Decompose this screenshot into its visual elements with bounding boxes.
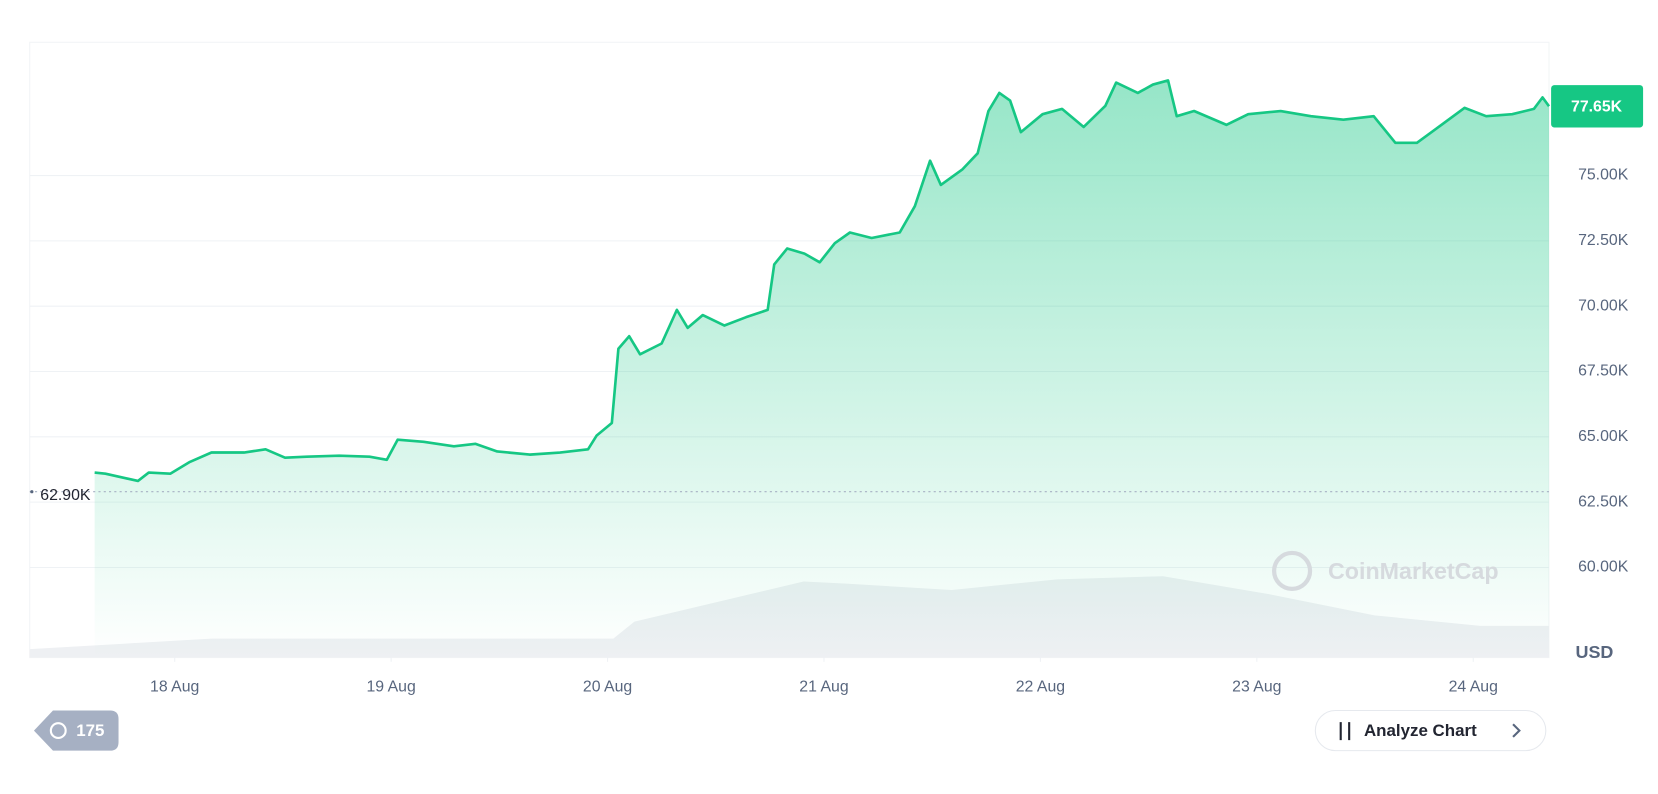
x-tick-label: 23 Aug bbox=[1232, 678, 1281, 695]
line-area bbox=[94, 80, 1549, 658]
watermark: CoinMarketCap bbox=[1271, 550, 1499, 592]
y-axis-label: USD bbox=[1575, 642, 1613, 662]
x-tick-label: 19 Aug bbox=[366, 678, 415, 695]
y-tick-label: 72.50K bbox=[1578, 232, 1629, 249]
y-tick-label: 67.50K bbox=[1578, 363, 1629, 380]
x-tick-label: 20 Aug bbox=[583, 678, 632, 695]
current-price-label: 77.65K bbox=[1571, 99, 1623, 116]
x-tick-label: 24 Aug bbox=[1449, 678, 1498, 695]
x-tick-label: 18 Aug bbox=[150, 678, 199, 695]
current-price-badge bbox=[1551, 85, 1644, 128]
y-tick-label: 60.00K bbox=[1578, 559, 1629, 576]
analyze-button[interactable]: Analyze Chart bbox=[1314, 709, 1547, 752]
history-count: 175 bbox=[76, 721, 104, 740]
open-price-dot bbox=[30, 490, 34, 494]
y-tick-label: 65.00K bbox=[1578, 428, 1629, 445]
y-tick-label: 62.50K bbox=[1578, 493, 1629, 510]
history-badge[interactable]: 175 bbox=[33, 710, 119, 751]
price-line bbox=[94, 79, 1551, 483]
analyze-label: Analyze Chart bbox=[1364, 721, 1477, 740]
y-tick-label: 75.00K bbox=[1578, 167, 1629, 184]
y-tick-label: 70.00K bbox=[1578, 297, 1629, 314]
open-price-label: 62.90K bbox=[40, 487, 91, 504]
x-tick-label: 21 Aug bbox=[799, 678, 848, 695]
x-tick-label: 22 Aug bbox=[1016, 678, 1065, 695]
watermark-text: CoinMarketCap bbox=[1328, 558, 1499, 584]
